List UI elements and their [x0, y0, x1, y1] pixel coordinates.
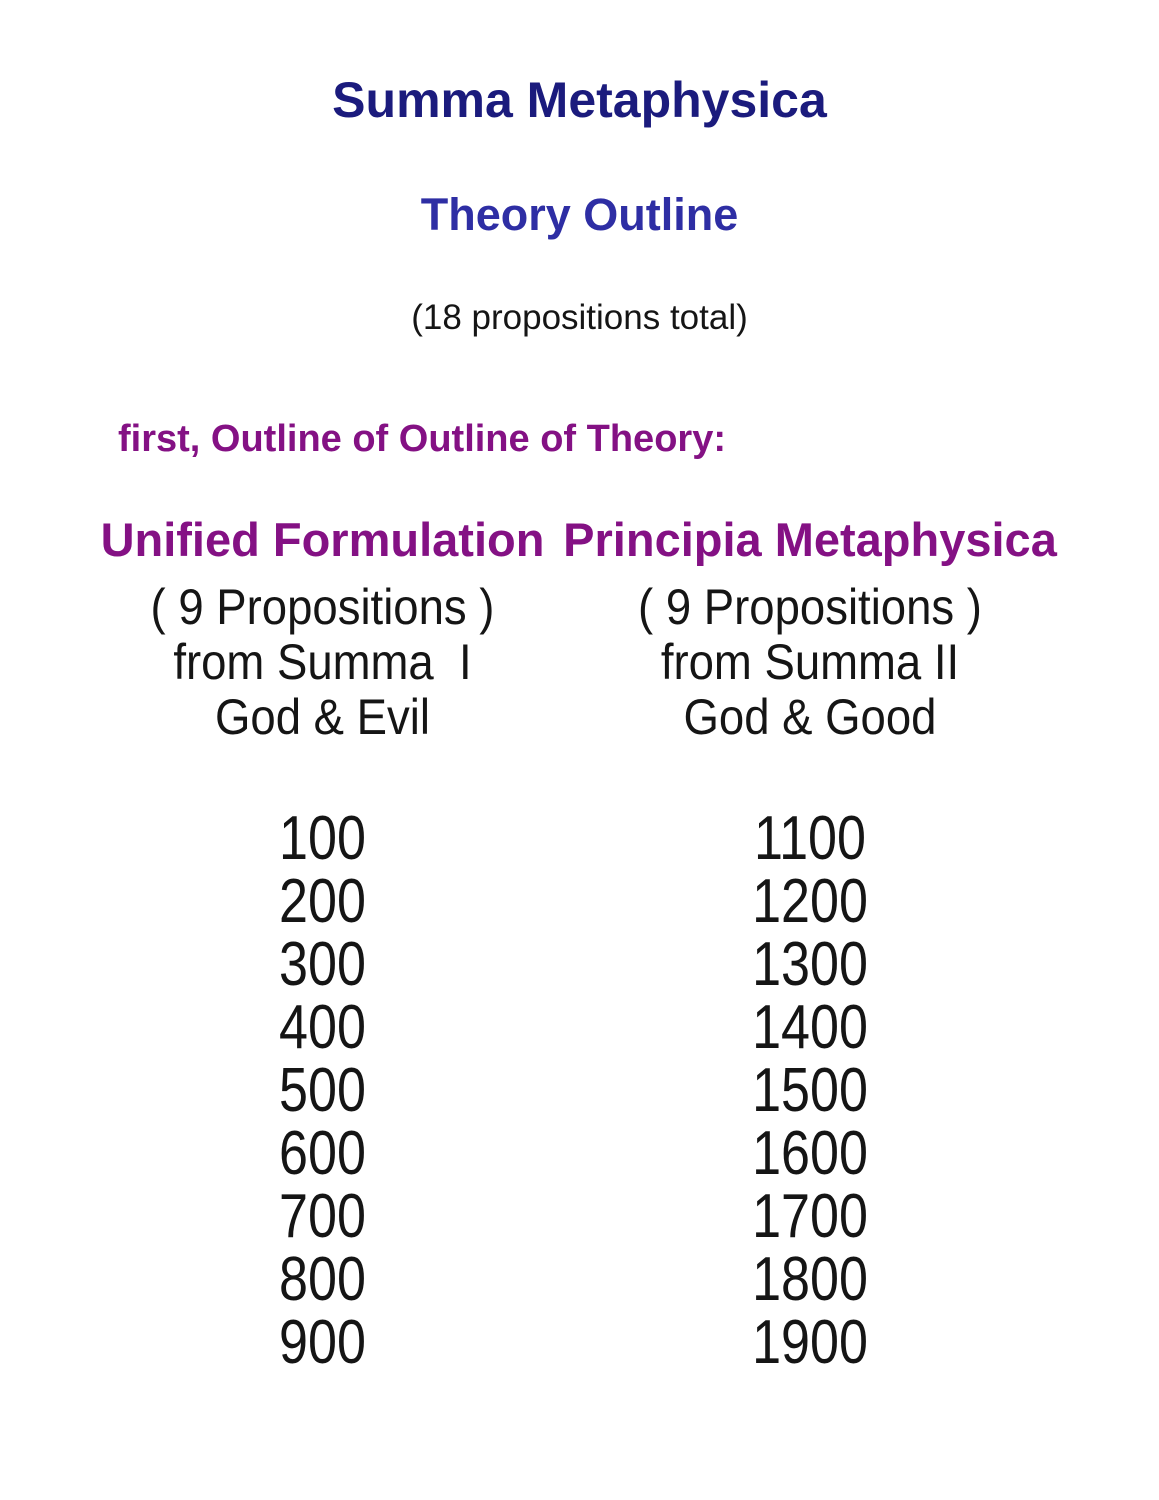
proposition-number: 1200 [752, 867, 868, 936]
proposition-number: 1600 [752, 1119, 868, 1188]
column-subheading-block: ( 9 Propositions ) from Summa II God & G… [560, 580, 1060, 745]
proposition-number: 200 [279, 867, 366, 936]
proposition-number: 800 [279, 1245, 366, 1314]
proposition-number: 1300 [752, 930, 868, 999]
column-heading: Unified Formulation [100, 513, 545, 566]
subheading-line: from Summa II [660, 634, 960, 690]
proposition-number: 1900 [752, 1308, 868, 1377]
proposition-number: 1500 [752, 1056, 868, 1125]
proposition-number: 1400 [752, 993, 868, 1062]
proposition-number: 100 [279, 804, 366, 873]
proposition-number: 400 [279, 993, 366, 1062]
subheading-line: ( 9 Propositions ) [150, 579, 495, 635]
outline-columns: Unified Formulation ( 9 Propositions ) f… [85, 513, 1159, 1375]
subheading-line: from Summa I [173, 634, 472, 690]
subheading-line: ( 9 Propositions ) [638, 579, 982, 635]
proposition-number: 700 [279, 1182, 366, 1251]
propositions-total-note: (18 propositions total) [411, 298, 748, 337]
page-subtitle: Theory Outline [420, 189, 739, 240]
subheading-line: God & Evil [215, 689, 430, 745]
proposition-number-list: 1100 1200 1300 1400 1500 1600 1700 1800 … [560, 807, 1060, 1374]
subheading-line: God & Good [683, 689, 937, 745]
proposition-number: 900 [279, 1308, 366, 1377]
column-principia-metaphysica: Principia Metaphysica ( 9 Propositions )… [560, 513, 1060, 1375]
column-unified-formulation: Unified Formulation ( 9 Propositions ) f… [85, 513, 560, 1375]
outline-intro-line: first, Outline of Outline of Theory: [118, 418, 726, 460]
page-title: Summa Metaphysica [332, 72, 827, 128]
proposition-number: 1100 [753, 804, 866, 873]
column-subheading-block: ( 9 Propositions ) from Summa I God & Ev… [85, 580, 560, 745]
proposition-number: 600 [279, 1119, 366, 1188]
column-heading: Principia Metaphysica [563, 513, 1057, 566]
proposition-number: 500 [279, 1056, 366, 1125]
proposition-number-list: 100 200 300 400 500 600 700 800 900 [85, 807, 560, 1374]
proposition-number: 300 [279, 930, 366, 999]
proposition-number: 1800 [752, 1245, 868, 1314]
proposition-number: 1700 [752, 1182, 868, 1251]
